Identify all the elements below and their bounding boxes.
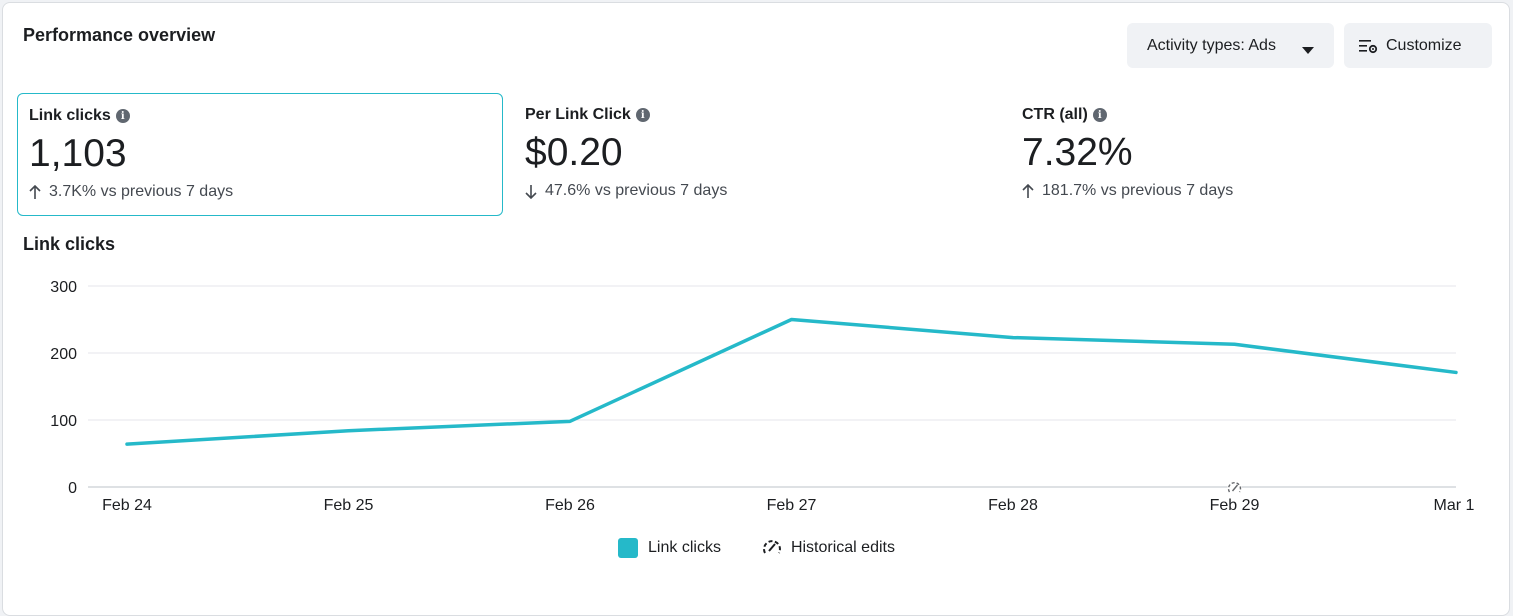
- caret-down-icon: [1302, 42, 1314, 60]
- metric-label: Per Link Click: [525, 106, 631, 123]
- metric-value: 1,103: [29, 132, 127, 175]
- metric-ctr-all[interactable]: CTR (all) i 7.32% 181.7% vs previous 7 d…: [1011, 93, 1497, 216]
- y-tick-label: 100: [50, 413, 77, 430]
- arrow-up-icon: [29, 184, 41, 200]
- legend-item-historical-edits[interactable]: Historical edits: [761, 538, 895, 558]
- legend-label: Link clicks: [648, 539, 721, 556]
- activity-types-dropdown[interactable]: Activity types: Ads: [1127, 23, 1334, 68]
- metric-link-clicks[interactable]: Link clicks i 1,103 3.7K% vs previous 7 …: [17, 93, 503, 216]
- arrow-down-icon: [525, 184, 537, 199]
- line-chart: 0 100 200 300 Feb 24 Feb 25 Feb 26 Feb 27 Feb 28…: [50, 279, 1475, 514]
- x-tick-label: Feb 29: [1210, 497, 1260, 514]
- x-tick-label: Feb 25: [324, 497, 374, 514]
- x-tick-label: Feb 26: [545, 497, 595, 514]
- page-title: Performance overview: [23, 25, 216, 45]
- metric-value: $0.20: [525, 131, 623, 174]
- series-line: [125, 317, 1458, 446]
- legend-label: Historical edits: [790, 539, 895, 556]
- legend-swatch: [618, 538, 639, 558]
- legend-item-link-clicks[interactable]: Link clicks: [618, 538, 721, 558]
- chart-legend: Link clicks Historical edits: [0, 538, 1513, 558]
- info-icon[interactable]: i: [635, 108, 650, 122]
- metric-value: 7.32%: [1022, 131, 1133, 174]
- metric-label: Link clicks: [29, 107, 111, 124]
- metric-label: CTR (all): [1022, 106, 1088, 123]
- metric-per-link-click[interactable]: Per Link Click i $0.20 47.6% vs previous…: [514, 93, 1000, 216]
- info-icon[interactable]: i: [115, 109, 130, 123]
- y-tick-label: 0: [68, 480, 77, 497]
- activity-types-label: Activity types: Ads: [1147, 36, 1276, 54]
- chart-title: Link clicks: [23, 234, 116, 254]
- y-tick-label: 300: [50, 279, 77, 296]
- customize-label: Customize: [1386, 36, 1462, 54]
- historical-edit-marker[interactable]: [1227, 481, 1242, 495]
- info-icon[interactable]: i: [1092, 108, 1107, 122]
- customize-button[interactable]: Customize: [1344, 23, 1492, 68]
- x-tick-label: Mar 1: [1434, 497, 1475, 514]
- x-tick-label: Feb 27: [767, 497, 817, 514]
- x-tick-label: Feb 28: [988, 497, 1038, 514]
- y-tick-label: 200: [50, 346, 77, 363]
- metric-change: 181.7% vs previous 7 days: [1042, 182, 1234, 199]
- historical-edits-icon: [761, 538, 783, 558]
- x-tick-label: Feb 24: [102, 497, 152, 514]
- arrow-up-icon: [1022, 183, 1034, 199]
- metric-change: 47.6% vs previous 7 days: [545, 182, 728, 199]
- customize-settings-icon: [1358, 37, 1378, 55]
- metric-change: 3.7K% vs previous 7 days: [49, 183, 234, 200]
